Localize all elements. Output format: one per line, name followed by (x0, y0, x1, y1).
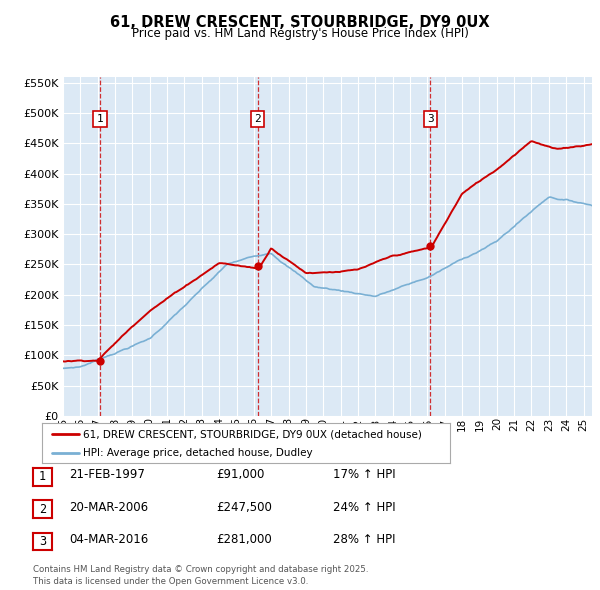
Text: 20-MAR-2006: 20-MAR-2006 (69, 501, 148, 514)
Text: HPI: Average price, detached house, Dudley: HPI: Average price, detached house, Dudl… (83, 448, 313, 458)
Text: 1: 1 (97, 114, 103, 124)
Text: 1: 1 (39, 470, 46, 483)
Text: 3: 3 (427, 114, 434, 124)
Text: 21-FEB-1997: 21-FEB-1997 (69, 468, 145, 481)
Text: 2: 2 (39, 503, 46, 516)
Text: 2: 2 (254, 114, 261, 124)
Text: £91,000: £91,000 (216, 468, 265, 481)
Text: Contains HM Land Registry data © Crown copyright and database right 2025.
This d: Contains HM Land Registry data © Crown c… (33, 565, 368, 586)
Text: 61, DREW CRESCENT, STOURBRIDGE, DY9 0UX: 61, DREW CRESCENT, STOURBRIDGE, DY9 0UX (110, 15, 490, 30)
Text: Price paid vs. HM Land Registry's House Price Index (HPI): Price paid vs. HM Land Registry's House … (131, 27, 469, 40)
Text: 24% ↑ HPI: 24% ↑ HPI (333, 501, 395, 514)
Text: 3: 3 (39, 535, 46, 548)
Text: 28% ↑ HPI: 28% ↑ HPI (333, 533, 395, 546)
Text: £247,500: £247,500 (216, 501, 272, 514)
Text: £281,000: £281,000 (216, 533, 272, 546)
Text: 17% ↑ HPI: 17% ↑ HPI (333, 468, 395, 481)
Text: 61, DREW CRESCENT, STOURBRIDGE, DY9 0UX (detached house): 61, DREW CRESCENT, STOURBRIDGE, DY9 0UX … (83, 430, 422, 440)
Text: 04-MAR-2016: 04-MAR-2016 (69, 533, 148, 546)
